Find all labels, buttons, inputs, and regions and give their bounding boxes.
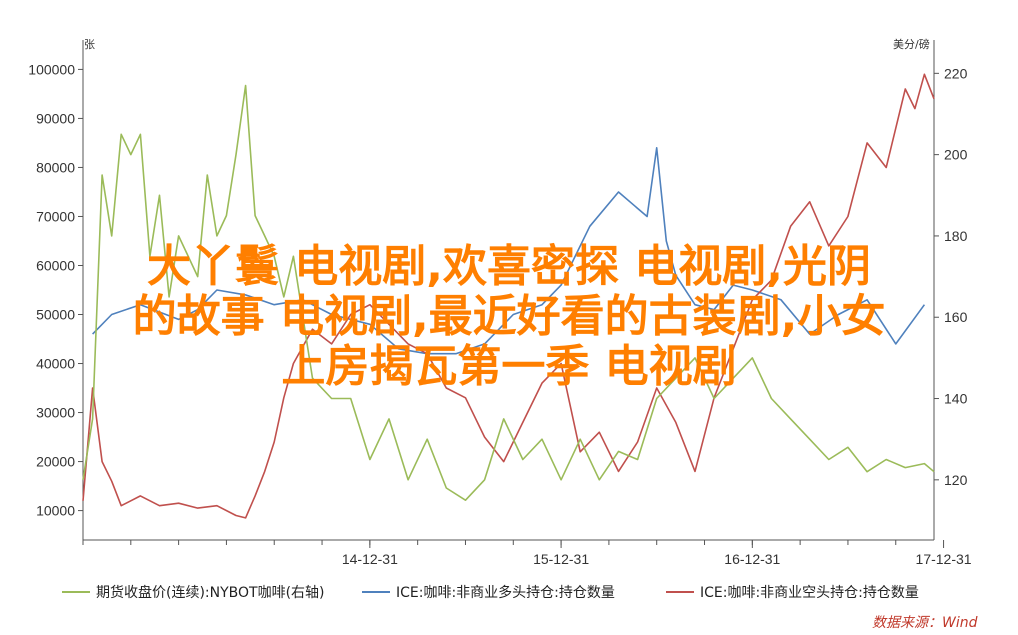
- plot-frame: [82, 40, 935, 541]
- left-tick-label: 100000: [28, 61, 75, 77]
- legend-label-2: ICE:咖啡:非商业多头持仓:持仓数量: [396, 584, 615, 601]
- left-tick-label: 30000: [36, 405, 75, 421]
- right-y-axis: 美分/磅 120 140 160 180 200 220: [893, 37, 968, 488]
- left-tick-label: 50000: [36, 307, 75, 323]
- right-tick-label: 160: [944, 309, 968, 325]
- x-tick-label: 14-12-31: [342, 551, 398, 567]
- left-tick-label: 70000: [36, 208, 75, 224]
- x-tick-label: 17-12-31: [916, 551, 972, 567]
- legend-label-1: 期货收盘价(连续):NYBOT咖啡(右轴): [96, 584, 325, 601]
- left-tick-label: 40000: [36, 356, 75, 372]
- legend-label-3: ICE:咖啡:非商业空头持仓:持仓数量: [700, 585, 919, 601]
- left-tick-label: 90000: [36, 110, 75, 126]
- right-tick-label: 220: [944, 65, 968, 81]
- series-line-3: [82, 84, 935, 502]
- left-tick-label: 60000: [36, 257, 75, 273]
- left-tick-label: 20000: [36, 454, 75, 470]
- legend: 期货收盘价(连续):NYBOT咖啡(右轴) ICE:咖啡:非商业多头持仓:持仓数量…: [62, 584, 919, 601]
- right-tick-label: 120: [944, 472, 968, 488]
- left-y-axis: 张 10000 20000 30000 40000 50000 60000 70000 800…: [28, 38, 95, 519]
- left-tick-label: 10000: [36, 503, 75, 519]
- series-layer: [82, 73, 935, 519]
- right-tick-label: 140: [944, 391, 968, 407]
- x-tick-label: 16-12-31: [724, 551, 780, 567]
- source-note: 数据来源：Wind: [872, 615, 978, 631]
- left-tick-label: 80000: [36, 159, 75, 175]
- x-tick-label: 15-12-31: [533, 551, 589, 567]
- left-axis-unit: 张: [84, 38, 95, 51]
- right-tick-label: 200: [944, 147, 968, 163]
- right-axis-unit: 美分/磅: [893, 37, 930, 51]
- x-axis: 14-12-31 15-12-31 16-12-31 17-12-31: [82, 540, 972, 567]
- series-line-1: [92, 147, 926, 355]
- series-line-2: [82, 73, 935, 519]
- right-tick-label: 180: [944, 228, 968, 244]
